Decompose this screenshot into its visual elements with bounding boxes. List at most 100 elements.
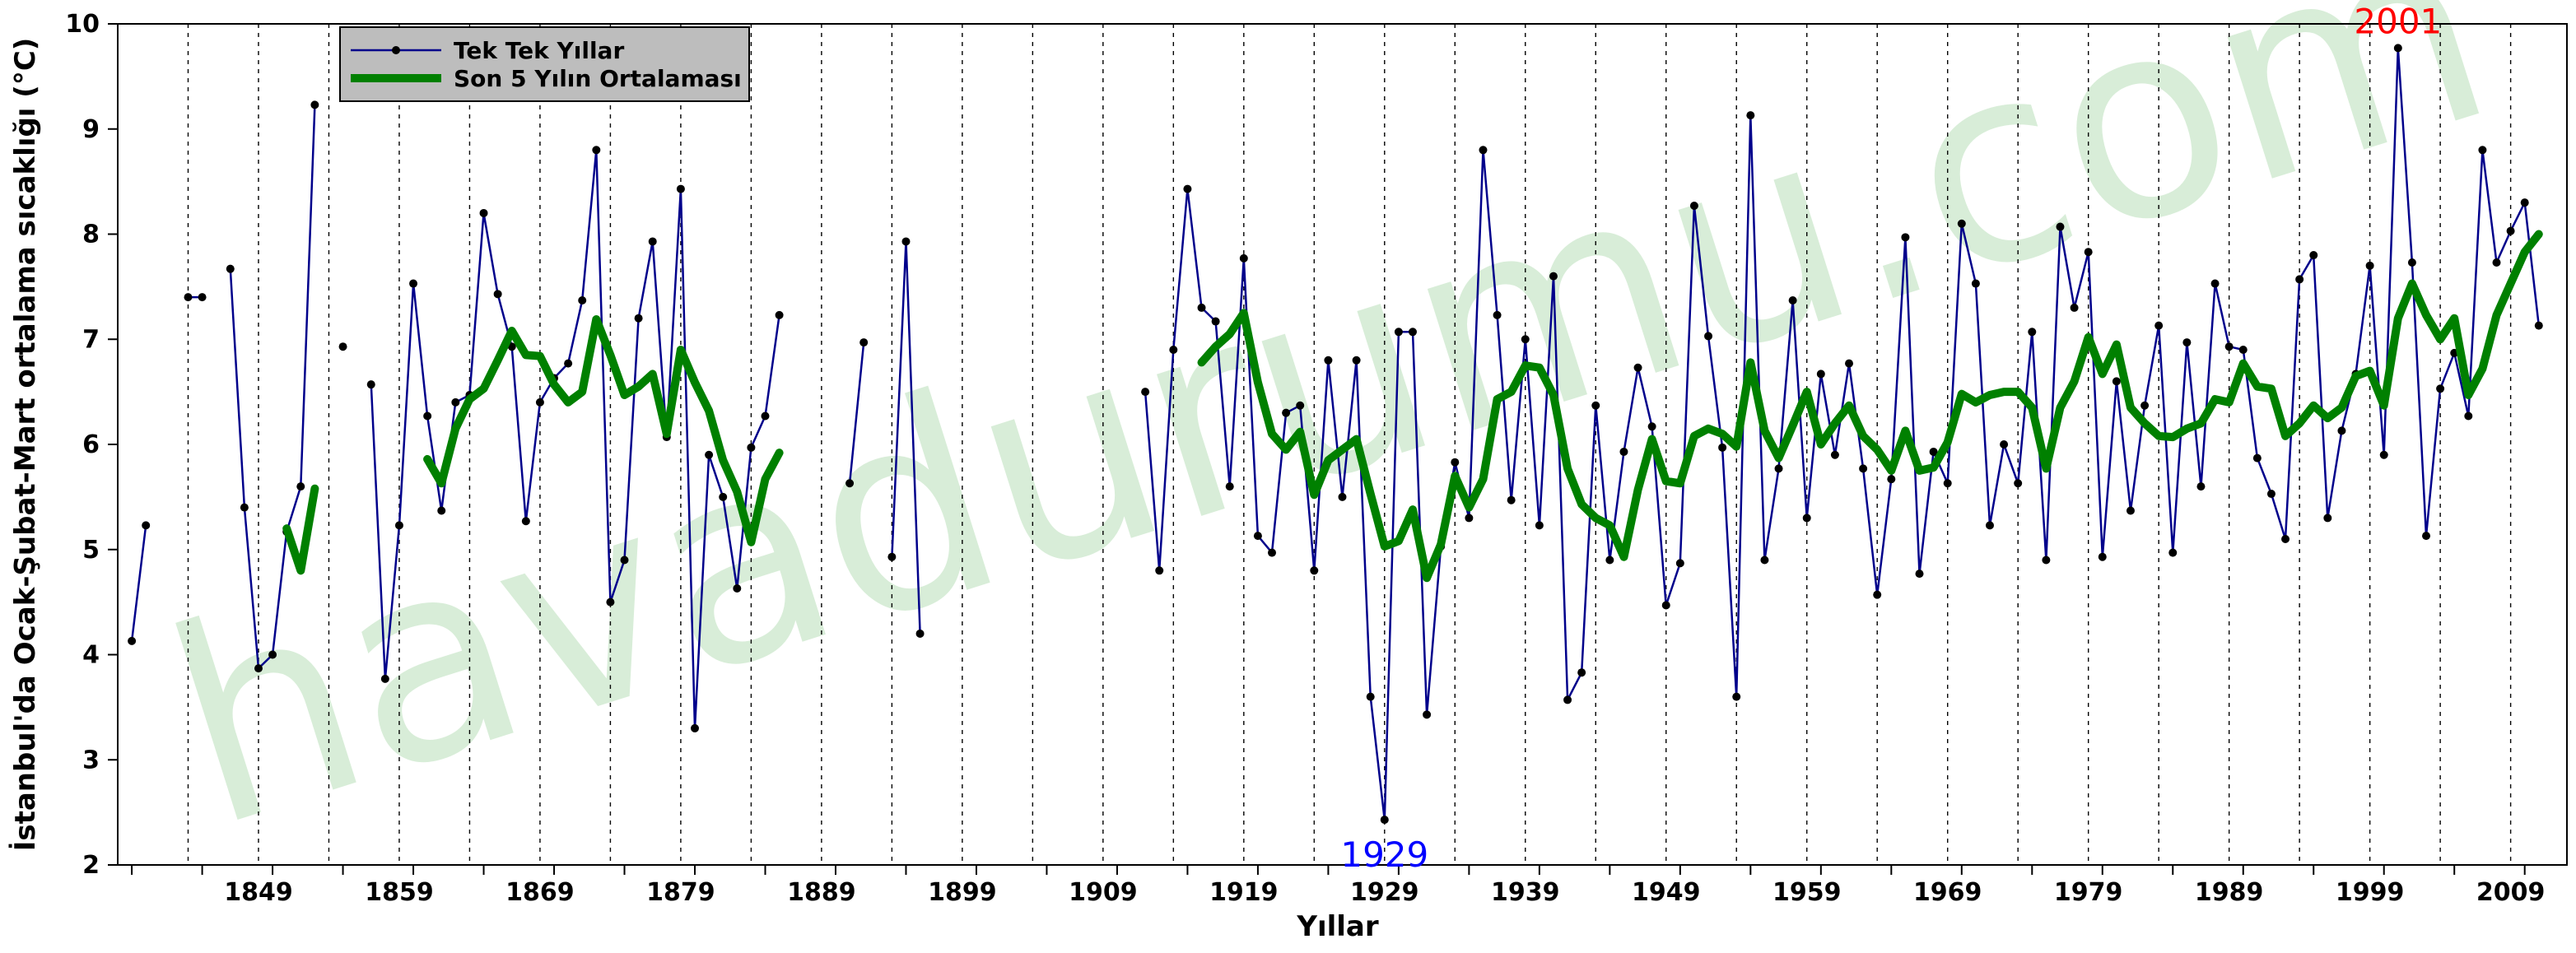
- data-point: [1873, 590, 1882, 599]
- data-point: [1985, 521, 1994, 530]
- data-point: [2084, 248, 2093, 257]
- data-point: [1169, 346, 1178, 355]
- data-point: [1689, 202, 1698, 211]
- data-point: [915, 629, 925, 638]
- x-tick-label: 1919: [1209, 878, 1279, 907]
- data-point: [198, 293, 207, 302]
- data-point: [437, 506, 446, 515]
- data-point: [2126, 506, 2135, 515]
- series-layer: [128, 44, 2543, 825]
- y-tick-label: 3: [82, 746, 100, 774]
- data-point: [2464, 411, 2473, 421]
- individual-line-segment: [130, 524, 147, 643]
- data-point: [1521, 335, 1530, 344]
- data-point: [747, 443, 756, 452]
- x-tick-label: 1879: [646, 878, 715, 907]
- data-point: [1816, 370, 1825, 379]
- data-point: [2056, 222, 2065, 231]
- x-tick-label: 1999: [2336, 878, 2405, 907]
- data-point: [2224, 342, 2234, 351]
- data-point: [1549, 272, 1558, 281]
- data-point: [634, 314, 643, 323]
- data-point: [775, 310, 784, 319]
- data-point: [1647, 422, 1656, 431]
- data-point: [2014, 479, 2023, 488]
- x-tick-label: 2009: [2476, 878, 2546, 907]
- data-point: [1887, 475, 1896, 484]
- data-point: [2295, 275, 2304, 284]
- average-line-segment: [423, 315, 784, 546]
- data-point: [2252, 453, 2262, 463]
- x-tick-label: 1929: [1350, 878, 1419, 907]
- data-point: [2238, 346, 2248, 355]
- data-point: [493, 290, 502, 299]
- data-point: [859, 338, 869, 347]
- data-point: [705, 450, 714, 459]
- data-point: [1802, 514, 1811, 523]
- x-tick-label: 1869: [505, 878, 575, 907]
- data-point: [1591, 401, 1600, 410]
- data-point: [2154, 321, 2164, 330]
- data-point: [761, 411, 770, 421]
- data-point: [268, 650, 277, 659]
- y-tick-label: 8: [82, 221, 100, 249]
- data-point: [2393, 44, 2402, 53]
- data-point: [1943, 479, 1952, 488]
- data-point: [2028, 328, 2037, 337]
- data-point: [2478, 146, 2487, 155]
- data-point: [2422, 532, 2431, 541]
- axis-ticks: 1849 1859 1869 1879 1889 1899 1909 1919 1929 1939…: [65, 10, 2545, 907]
- annotations: 1929 2001: [1340, 1, 2442, 875]
- data-point: [1788, 295, 1797, 304]
- data-point: [691, 723, 700, 732]
- data-point: [1619, 447, 1628, 456]
- x-tick-label: 1959: [1772, 878, 1842, 907]
- data-point: [1225, 482, 1234, 491]
- data-point: [2140, 401, 2150, 410]
- data-point: [1605, 556, 1614, 565]
- data-point: [901, 237, 911, 246]
- data-point: [1929, 447, 1938, 456]
- x-tick-label: 1899: [928, 878, 997, 907]
- legend-label-average: Son 5 Yılın Ortalaması: [454, 65, 742, 92]
- x-tick-label: 1949: [1632, 878, 1701, 907]
- x-tick-label: 1939: [1491, 878, 1560, 907]
- data-point: [2492, 258, 2501, 267]
- data-point: [2266, 490, 2276, 499]
- x-tick-label: 1969: [1913, 878, 1982, 907]
- x-tick-label: 1979: [2054, 878, 2123, 907]
- data-point: [226, 264, 235, 273]
- x-tick-label: 1989: [2195, 878, 2264, 907]
- data-point: [1380, 816, 1389, 825]
- data-point: [479, 208, 488, 217]
- data-point: [2210, 279, 2220, 288]
- data-point: [648, 237, 657, 246]
- average-line-segment: [1197, 230, 2543, 583]
- data-point: [620, 556, 629, 565]
- data-point: [2534, 321, 2543, 330]
- data-point: [1563, 695, 1572, 704]
- data-point: [2337, 426, 2346, 435]
- data-point: [1718, 443, 1727, 452]
- data-point: [1451, 458, 1460, 467]
- data-point: [1746, 111, 1755, 120]
- individual-line-segment: [848, 341, 865, 485]
- data-point: [380, 674, 389, 683]
- data-point: [535, 397, 544, 407]
- y-tick-label: 9: [82, 115, 100, 144]
- data-point: [1239, 253, 1248, 263]
- data-point: [1915, 569, 1924, 579]
- data-point: [1774, 464, 1783, 473]
- data-point: [240, 503, 249, 512]
- legend-box: [339, 26, 750, 102]
- data-point: [366, 380, 375, 389]
- data-point: [1845, 359, 1854, 368]
- data-point: [1661, 601, 1670, 610]
- data-point: [564, 359, 573, 368]
- x-tick-label: 1909: [1069, 878, 1138, 907]
- data-point: [2379, 450, 2388, 459]
- average-line-segment: [282, 484, 319, 575]
- data-point: [2196, 482, 2206, 491]
